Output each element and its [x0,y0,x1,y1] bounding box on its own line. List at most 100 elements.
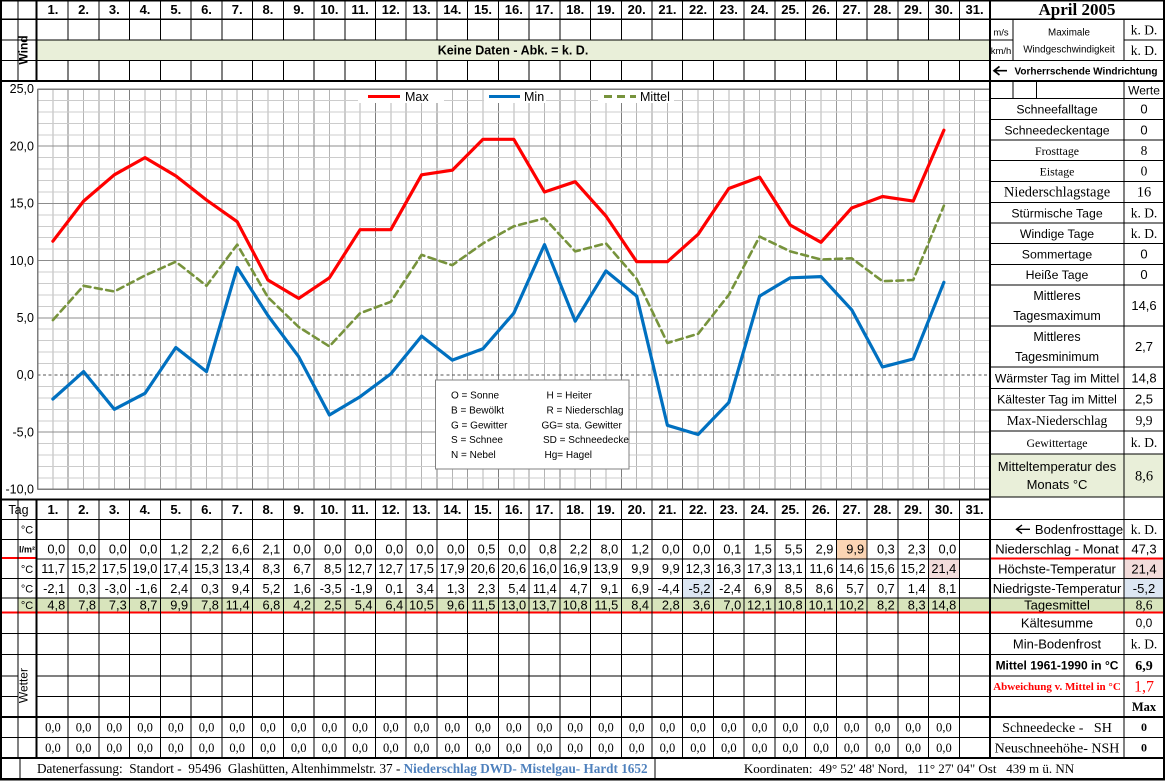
svg-text:km/h: km/h [991,46,1012,57]
svg-text:0,3: 0,3 [78,581,96,596]
svg-text:0,0: 0,0 [629,721,645,735]
svg-text:24.: 24. [751,502,769,517]
svg-text:0,0: 0,0 [629,741,645,755]
svg-text:Schneedeckentage: Schneedeckentage [1004,123,1109,137]
svg-text:1,3: 1,3 [447,581,465,596]
svg-text:0,0: 0,0 [168,721,184,735]
svg-text:0: 0 [1141,720,1147,734]
svg-text:Frosttage: Frosttage [1035,144,1079,158]
svg-text:0,0: 0,0 [137,721,153,735]
svg-text:8,5: 8,5 [785,581,803,596]
svg-text:0,0: 0,0 [752,741,768,755]
svg-text:Kältesumme: Kältesumme [1021,616,1093,631]
svg-text:0,0: 0,0 [936,741,952,755]
svg-text:Mittleres: Mittleres [1033,289,1080,303]
svg-text:26.: 26. [812,2,830,17]
svg-text:16.: 16. [505,2,523,17]
svg-text:25,0: 25,0 [10,82,34,96]
svg-text:Höchste-Temperatur: Höchste-Temperatur [998,561,1116,576]
svg-text:0,0: 0,0 [383,741,399,755]
svg-text:0,8: 0,8 [539,542,557,557]
svg-text:Kältester Tag im Mittel: Kältester Tag im Mittel [997,393,1117,407]
svg-text:8,0: 8,0 [601,542,619,557]
svg-text:0,0: 0,0 [229,721,245,735]
svg-text:Bodenfrosttage: Bodenfrosttage [1035,522,1123,537]
svg-text:0: 0 [1140,101,1147,116]
svg-text:Niedrigste-Temperatur: Niedrigste-Temperatur [993,581,1122,596]
svg-text:k. D.: k. D. [1131,522,1158,537]
svg-text:9.: 9. [293,502,304,517]
svg-text:0,1: 0,1 [385,581,403,596]
svg-text:0,0: 0,0 [199,741,215,755]
svg-text:10,8: 10,8 [563,598,588,613]
svg-text:2,3: 2,3 [908,542,926,557]
svg-text:10.: 10. [320,2,338,17]
svg-text:23.: 23. [720,2,738,17]
svg-text:Wind: Wind [17,35,31,64]
svg-text:12.: 12. [382,2,400,17]
svg-text:11.: 11. [351,2,368,17]
svg-text:13,9: 13,9 [593,561,618,576]
svg-text:-3,0: -3,0 [105,581,127,596]
svg-text:k. D.: k. D. [1131,435,1158,450]
svg-text:10.: 10. [320,502,338,517]
svg-text:0,0: 0,0 [385,542,403,557]
svg-text:8,2: 8,2 [877,598,895,613]
svg-text:8.: 8. [262,2,273,17]
svg-text:21,4: 21,4 [931,561,956,576]
svg-text:0,0: 0,0 [168,741,184,755]
svg-text:0,0: 0,0 [475,721,491,735]
svg-text:9,6: 9,6 [447,598,465,613]
svg-text:14.: 14. [443,502,461,517]
svg-text:29.: 29. [904,502,922,517]
svg-text:0,1: 0,1 [723,542,741,557]
svg-text:0: 0 [1140,267,1147,282]
svg-text:Min: Min [524,90,544,104]
svg-text:S = Schnee: S = Schnee [451,435,503,446]
svg-text:Maximale: Maximale [1048,28,1090,39]
svg-text:7,8: 7,8 [78,598,96,613]
svg-text:Min-Bodenfrost: Min-Bodenfrost [1013,637,1102,652]
svg-text:Mittel: Mittel [640,90,670,104]
svg-text:7,0: 7,0 [723,598,741,613]
svg-text:11,7: 11,7 [41,561,65,576]
svg-text:1,2: 1,2 [170,542,188,557]
svg-text:27.: 27. [843,502,861,517]
svg-text:Stürmische Tage: Stürmische Tage [1011,206,1103,220]
svg-text:°C: °C [21,524,33,536]
svg-text:0,0: 0,0 [45,721,61,735]
svg-text:April 2005: April 2005 [1039,0,1116,19]
svg-text:Schneefalltage: Schneefalltage [1016,102,1098,116]
svg-text:2,2: 2,2 [201,542,219,557]
svg-text:0,0: 0,0 [782,741,798,755]
svg-text:Tagesminimum: Tagesminimum [1015,350,1099,364]
svg-text:15,0: 15,0 [10,197,34,211]
svg-text:16,0: 16,0 [532,561,557,576]
svg-text:0,0: 0,0 [875,741,891,755]
svg-text:1,6: 1,6 [293,581,311,596]
svg-text:-4,4: -4,4 [658,581,680,596]
svg-text:Tag: Tag [8,503,28,517]
svg-text:3,4: 3,4 [416,581,434,596]
svg-text:Tagesmaximum: Tagesmaximum [1013,309,1101,323]
svg-text:0,0: 0,0 [140,542,158,557]
svg-text:m/s: m/s [993,28,1009,39]
svg-text:0,0: 0,0 [291,741,307,755]
svg-text:k. D.: k. D. [1131,43,1158,58]
svg-text:0,0: 0,0 [936,721,952,735]
svg-text:O = Sonne: O = Sonne [451,391,500,402]
svg-text:10,2: 10,2 [839,598,864,613]
svg-text:0,0: 0,0 [693,542,711,557]
svg-text:0,0: 0,0 [322,741,338,755]
svg-text:0,0: 0,0 [76,721,92,735]
svg-text:8,3: 8,3 [908,598,926,613]
svg-text:20,0: 20,0 [10,139,34,153]
svg-text:7.: 7. [232,2,243,17]
svg-text:0,0: 0,0 [782,721,798,735]
svg-text:0,0: 0,0 [813,721,829,735]
svg-text:2,2: 2,2 [570,542,588,557]
svg-text:2,5: 2,5 [1135,392,1153,407]
svg-text:2,1: 2,1 [263,542,281,557]
svg-text:6,4: 6,4 [385,598,403,613]
svg-text:9,9: 9,9 [662,561,680,576]
